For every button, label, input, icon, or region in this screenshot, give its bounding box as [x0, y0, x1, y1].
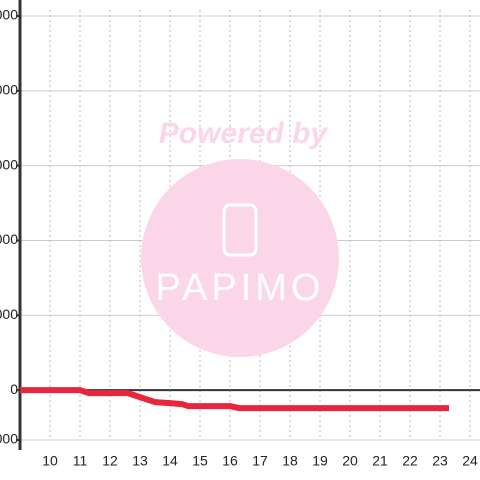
- y-tick-label: 90,000: [0, 156, 18, 172]
- x-tick-label: 16: [222, 453, 238, 469]
- x-tick-label: 22: [402, 453, 418, 469]
- x-tick-label: 11: [73, 453, 88, 469]
- x-tick-label: 12: [102, 453, 118, 469]
- x-tick-label: 17: [252, 453, 268, 469]
- x-tick-label: 23: [432, 453, 448, 469]
- y-tick-label: 0: [10, 381, 18, 397]
- x-tick-label: 21: [372, 453, 388, 469]
- x-tick-label: 15: [192, 453, 208, 469]
- x-tick-label: 18: [282, 453, 298, 469]
- x-tick-label: 20: [342, 453, 358, 469]
- series-line: [20, 387, 450, 412]
- y-tick-label: -20,000: [0, 431, 18, 447]
- x-tick-label: 10: [42, 453, 58, 469]
- watermark-logo: PAPIMO: [156, 267, 325, 309]
- watermark: Powered by PAPIMO: [141, 117, 339, 357]
- x-tick-label: 24: [462, 453, 478, 469]
- x-tick-label: 13: [132, 453, 148, 469]
- watermark-text: Powered by: [159, 117, 329, 150]
- y-tick-label: 150,000: [0, 7, 18, 23]
- x-tick-label: 14: [162, 453, 178, 469]
- watermark-phone: [222, 203, 258, 257]
- y-tick-label: 30,000: [0, 306, 18, 322]
- watermark-circle: [141, 159, 339, 357]
- y-tick-label: 60,000: [0, 231, 18, 247]
- x-tick-label: 19: [312, 453, 328, 469]
- y-tick-label: 120,000: [0, 82, 18, 98]
